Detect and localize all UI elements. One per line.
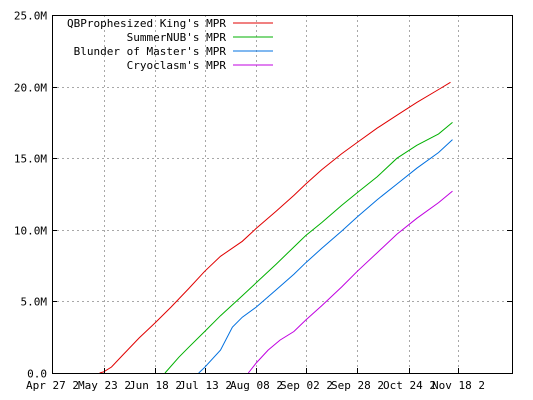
x-tick-label: Nov 18 2: [432, 379, 485, 392]
y-tick-label: 25.0M: [14, 10, 47, 23]
x-tick-label: May 23 2: [78, 379, 131, 392]
y-tick-label: 0.0: [27, 368, 47, 381]
x-tick-label: Aug 08 2: [230, 379, 283, 392]
axes: 0.0 5.0M 10.0M 15.0M 20.0M 25.0M Apr 27 2 May 2…: [14, 10, 512, 392]
series-line: [164, 122, 453, 374]
grid-lines: [52, 15, 512, 373]
plot-frame: [52, 15, 513, 374]
legend-label: Blunder of Master's MPR: [74, 45, 227, 58]
series-line: [99, 81, 451, 374]
y-tick-label: 20.0M: [14, 82, 47, 95]
x-tick-label: Sep 02 2: [280, 379, 333, 392]
y-tick-label: 5.0M: [21, 296, 48, 309]
legend-label: Cryoclasm's MPR: [127, 59, 227, 72]
series-lines: [99, 81, 453, 374]
y-tick-label: 15.0M: [14, 153, 47, 166]
x-tick-label: Oct 24 2: [383, 379, 436, 392]
series-line: [198, 139, 453, 374]
series-line: [247, 190, 453, 374]
x-tick-label: Jul 13 2: [179, 379, 232, 392]
x-tick-label: Jun 18 2: [129, 379, 182, 392]
legend-label: QBProphesized King's MPR: [67, 17, 226, 30]
x-tick-label: Sep 28 2: [331, 379, 384, 392]
y-tick-label: 10.0M: [14, 225, 47, 238]
x-tick-label: Apr 27 2: [26, 379, 79, 392]
legend-label: SummerNUB's MPR: [127, 31, 227, 44]
